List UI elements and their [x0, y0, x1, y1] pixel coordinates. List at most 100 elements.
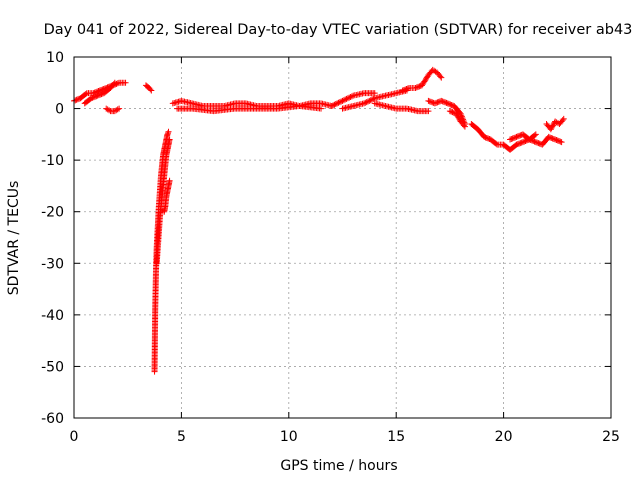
data-point	[93, 93, 100, 100]
x-tick-label: 0	[70, 429, 79, 445]
data-point	[429, 99, 436, 106]
data-point	[363, 99, 370, 106]
data-point	[366, 97, 373, 104]
data-point	[507, 136, 514, 143]
data-point	[416, 83, 423, 90]
data-point	[89, 94, 96, 101]
data-point	[461, 123, 468, 130]
data-point	[519, 139, 526, 146]
data-point	[440, 98, 447, 105]
y-axis-label: SDTVAR / TECUs	[6, 181, 22, 296]
data-point	[454, 113, 461, 120]
data-point	[339, 97, 346, 104]
data-point	[94, 92, 101, 99]
data-point	[513, 141, 520, 148]
y-tick-label: -60	[41, 411, 64, 427]
data-point	[554, 137, 561, 144]
data-point	[360, 100, 367, 107]
data-point	[330, 102, 337, 109]
data-point	[482, 134, 489, 141]
data-point	[456, 115, 463, 122]
data-point	[413, 84, 420, 91]
data-point	[552, 136, 559, 143]
data-point	[514, 133, 521, 140]
data-point	[114, 106, 121, 113]
x-tick-label: 10	[280, 429, 298, 445]
data-point	[531, 132, 538, 139]
data-point	[453, 110, 460, 117]
data-point	[493, 140, 500, 147]
data-point	[442, 99, 449, 106]
data-point	[483, 134, 490, 141]
data-point	[431, 100, 438, 107]
grid-lines	[74, 57, 611, 418]
data-point	[95, 92, 102, 99]
x-axis: 0 5 10 15 20 25	[70, 57, 620, 445]
data-point	[514, 141, 521, 148]
data-point	[510, 134, 517, 141]
data-point	[343, 95, 350, 102]
plot-border	[73, 56, 612, 419]
data-point	[450, 109, 457, 116]
x-tick-label: 25	[602, 429, 620, 445]
data-point	[328, 102, 335, 109]
data-point	[454, 112, 461, 119]
data-point	[548, 124, 555, 131]
data-point	[508, 135, 515, 142]
data-point	[548, 134, 555, 141]
data-point	[399, 87, 406, 94]
data-point	[449, 109, 456, 116]
data-point	[111, 79, 118, 86]
data-point	[512, 134, 519, 141]
data-point	[92, 93, 99, 100]
data-point	[521, 138, 528, 145]
data-point	[402, 86, 409, 93]
data-point	[528, 137, 535, 144]
data-point	[400, 87, 407, 94]
data-point	[82, 90, 89, 97]
data-point	[438, 74, 445, 81]
data-point	[344, 95, 351, 102]
data-point	[122, 79, 129, 86]
x-tick-label: 20	[495, 429, 513, 445]
data-point	[331, 101, 338, 108]
data-point	[166, 136, 173, 143]
data-point	[448, 101, 455, 108]
data-point	[166, 177, 173, 184]
data-point	[439, 98, 446, 105]
data-point	[346, 94, 353, 101]
data-point	[367, 97, 374, 104]
data-point	[447, 101, 454, 108]
data-point	[404, 85, 411, 92]
data-point	[365, 98, 372, 105]
data-point	[106, 107, 113, 114]
data-point	[460, 122, 467, 129]
data-point	[556, 138, 563, 145]
data-point	[98, 91, 105, 98]
data-point	[547, 126, 554, 133]
data-point	[369, 96, 376, 103]
data-point	[415, 83, 422, 90]
data-point	[164, 131, 171, 138]
data-point	[446, 108, 453, 115]
data-point	[518, 139, 525, 146]
data-point	[116, 105, 123, 112]
data-point	[532, 131, 539, 138]
chart-title: Day 041 of 2022, Sidereal Day-to-day VTE…	[44, 22, 633, 38]
y-tick-label: 10	[46, 50, 64, 66]
data-point	[148, 87, 155, 94]
data-point	[509, 135, 516, 142]
data-point	[332, 101, 339, 108]
data-point	[516, 132, 523, 139]
data-point	[560, 115, 567, 122]
data-point	[534, 139, 541, 146]
data-point	[550, 122, 557, 129]
y-tick-label: -20	[41, 205, 64, 221]
data-point	[516, 140, 523, 147]
data-point	[559, 117, 566, 124]
data-point	[73, 96, 80, 103]
data-point	[318, 105, 325, 112]
data-point	[485, 135, 492, 142]
data-point	[444, 100, 451, 107]
